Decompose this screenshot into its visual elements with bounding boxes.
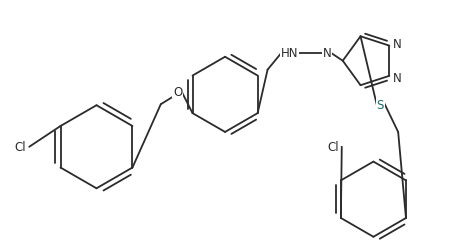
Text: N: N — [322, 47, 331, 60]
Text: N: N — [393, 38, 401, 51]
Text: N: N — [393, 72, 401, 85]
Text: HN: HN — [280, 47, 298, 60]
Text: Cl: Cl — [14, 141, 26, 154]
Text: S: S — [377, 98, 384, 111]
Text: O: O — [173, 85, 182, 99]
Text: Cl: Cl — [327, 141, 339, 154]
